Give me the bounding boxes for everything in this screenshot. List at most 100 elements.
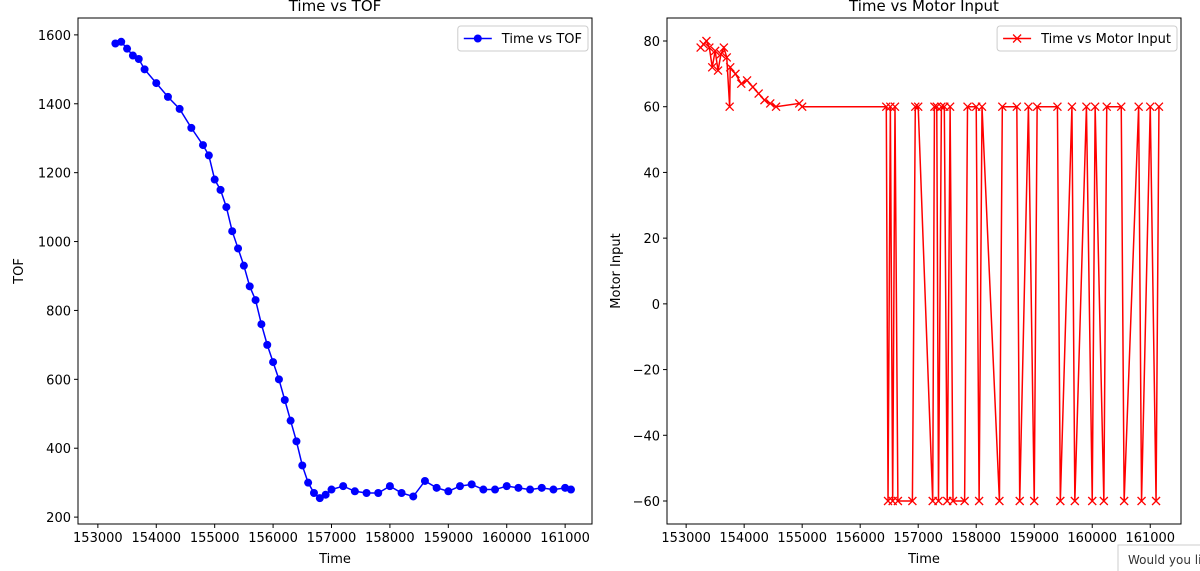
x-tick-label: 154000 <box>719 531 769 546</box>
legend-box <box>996 25 1178 52</box>
marker <box>432 483 441 492</box>
x-tick-label: 158000 <box>951 531 1001 546</box>
marker <box>710 46 720 56</box>
y-tick-label: 20 <box>643 232 660 247</box>
marker <box>1029 496 1039 506</box>
marker <box>1012 102 1022 112</box>
y-tick-label: −60 <box>633 495 660 510</box>
marker <box>128 51 137 60</box>
y-tick-label: 600 <box>46 373 71 388</box>
chart-title: Time vs Motor Input <box>848 0 999 15</box>
marker <box>1116 102 1126 112</box>
marker <box>309 488 318 497</box>
x-tick-label: 157000 <box>307 531 357 546</box>
marker <box>1151 496 1161 506</box>
y-tick-label: 200 <box>46 511 71 526</box>
marker <box>725 102 735 112</box>
marker <box>374 488 383 497</box>
marker <box>257 320 266 329</box>
marker <box>994 496 1004 506</box>
marker <box>339 482 348 491</box>
marker <box>444 487 453 496</box>
marker <box>907 496 917 506</box>
marker <box>1145 102 1155 112</box>
y-axis-label: Motor Input <box>609 233 624 308</box>
marker <box>936 102 946 112</box>
marker <box>1052 102 1062 112</box>
series-line <box>115 40 572 500</box>
marker <box>707 62 717 72</box>
marker <box>152 79 161 88</box>
marker <box>893 496 903 506</box>
marker <box>420 476 429 485</box>
marker <box>730 69 740 79</box>
x-tick-label: 160000 <box>482 531 532 546</box>
axes: Time vs TOF Time TOF 153000 154000 155000 1560… <box>12 0 593 567</box>
marker <box>175 104 184 113</box>
axes-frame <box>77 17 593 525</box>
x-tick-label: 159000 <box>1009 531 1059 546</box>
marker <box>704 43 714 53</box>
marker <box>977 102 987 112</box>
marker <box>1137 496 1147 506</box>
marker <box>1081 102 1091 112</box>
x-tick-label: 159000 <box>423 531 473 546</box>
marker <box>274 375 283 384</box>
marker <box>140 65 149 74</box>
x-tick-label: 154000 <box>131 531 181 546</box>
marker <box>467 480 476 489</box>
marker <box>362 488 371 497</box>
x-tick-label: 156000 <box>835 531 885 546</box>
marker <box>974 496 984 506</box>
marker <box>1090 102 1100 112</box>
marker <box>913 102 923 112</box>
marker <box>491 485 500 494</box>
legend-box <box>457 25 589 52</box>
marker <box>134 54 143 63</box>
x-tick-label: 161000 <box>1125 531 1175 546</box>
marker <box>350 487 359 496</box>
marker <box>948 496 958 506</box>
x-tick-label: 161000 <box>540 531 590 546</box>
x-tick-label: 153000 <box>73 531 123 546</box>
marker <box>1070 496 1080 506</box>
marker <box>321 490 330 499</box>
y-tick-label: −40 <box>633 429 660 444</box>
marker <box>1067 102 1077 112</box>
y-tick-label: 1400 <box>38 98 71 113</box>
marker <box>566 485 575 494</box>
chart-title: Time vs TOF <box>288 0 382 15</box>
marker <box>1055 496 1065 506</box>
y-tick-label: 1000 <box>38 236 71 251</box>
marker <box>222 203 231 212</box>
marker <box>251 296 260 305</box>
axes: Time vs Motor Input Time Motor Input 153000… <box>609 0 1182 567</box>
marker <box>210 175 219 184</box>
marker <box>945 102 955 112</box>
y-tick-label: 1600 <box>38 29 71 44</box>
marker <box>216 185 225 194</box>
marker <box>1099 496 1109 506</box>
axes-frame <box>666 17 1182 525</box>
marker <box>123 44 132 53</box>
y-axis-label: TOF <box>12 258 27 285</box>
marker <box>760 95 769 105</box>
marker <box>890 102 900 112</box>
marker <box>1087 496 1097 506</box>
marker <box>537 483 546 492</box>
marker <box>1015 496 1025 506</box>
x-tick-label: 157000 <box>893 531 943 546</box>
marker <box>409 492 418 501</box>
x-tick-label: 156000 <box>248 531 298 546</box>
x-axis-label: Time <box>318 552 351 567</box>
y-tick-label: −20 <box>633 364 660 379</box>
marker <box>385 482 394 491</box>
marker <box>771 102 781 112</box>
marker <box>526 485 535 494</box>
marker <box>934 496 943 506</box>
marker <box>479 485 488 494</box>
marker <box>163 92 172 101</box>
y-tick-label: 0 <box>652 298 660 313</box>
